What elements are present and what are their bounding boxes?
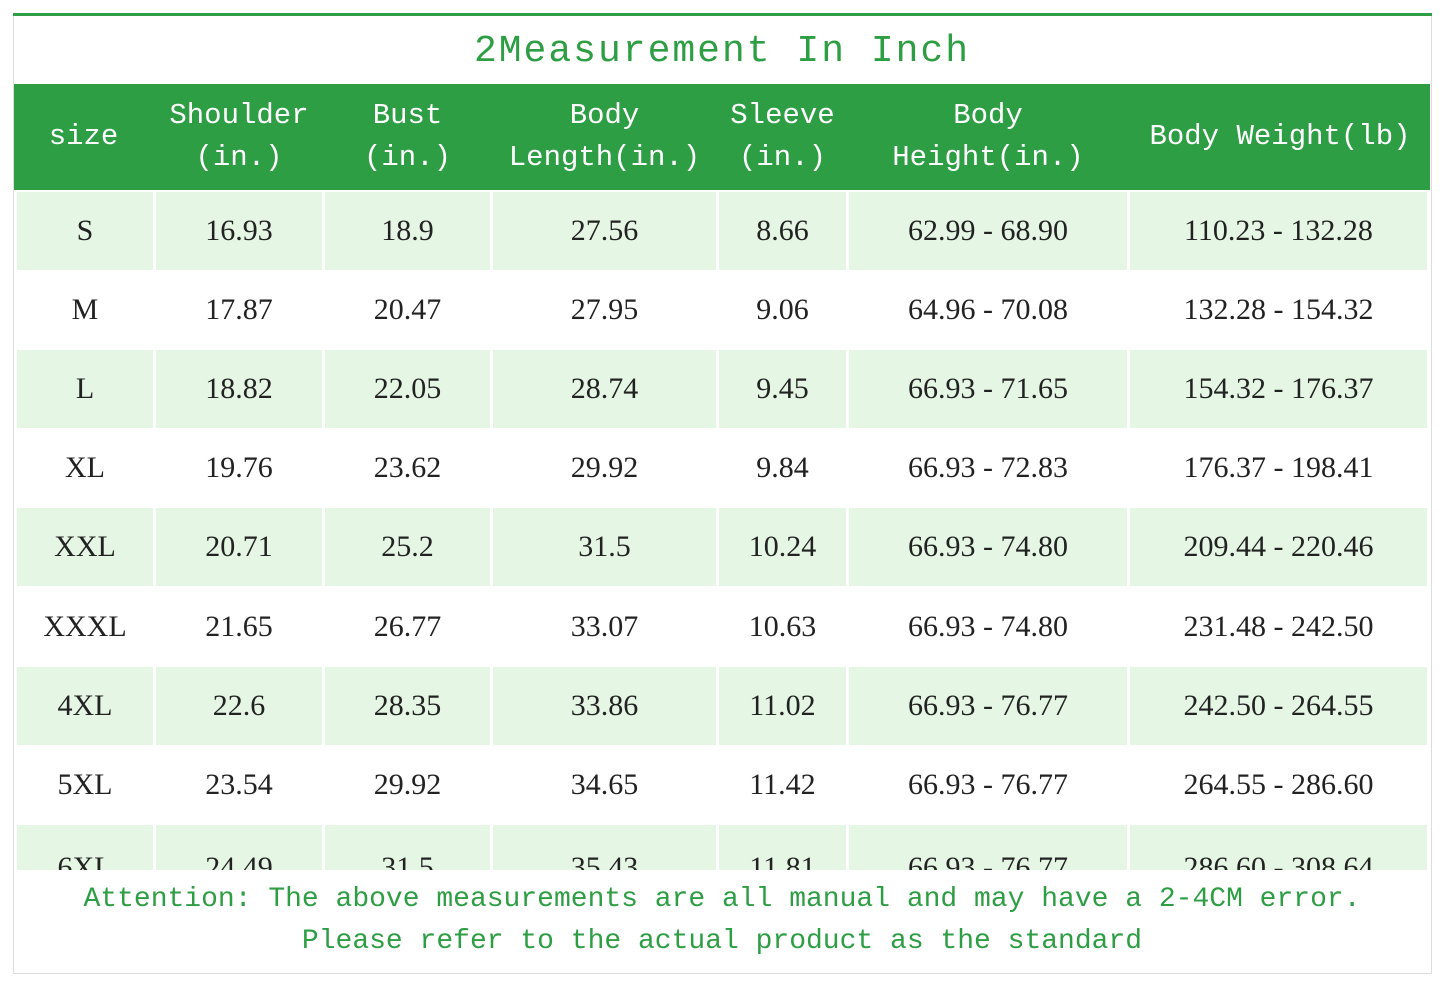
table-cell: 29.92 <box>493 430 716 506</box>
header-cell: size <box>14 84 153 190</box>
table-cell: 22.6 <box>156 667 322 745</box>
table-cell: 23.62 <box>325 430 490 506</box>
table-cell: 110.23 - 132.28 <box>1130 192 1427 270</box>
table-cell: 31.5 <box>325 825 490 870</box>
header-cell: Sleeve (in.) <box>719 84 846 190</box>
header-text: size <box>48 120 119 153</box>
table-cell: 264.55 - 286.60 <box>1130 747 1427 823</box>
table-cell: 66.93 - 74.80 <box>849 588 1127 665</box>
table-cell: XXXL <box>17 588 153 665</box>
table-cell: 21.65 <box>156 588 322 665</box>
table-cell: 18.9 <box>325 192 490 270</box>
table-cell: 18.82 <box>156 350 322 428</box>
table-cell: 20.47 <box>325 272 490 348</box>
table-cell: 22.05 <box>325 350 490 428</box>
table-cell: 28.74 <box>493 350 716 428</box>
table-cell: 17.87 <box>156 272 322 348</box>
table-cell: 9.45 <box>719 350 846 428</box>
footer-line: Please refer to the actual product as th… <box>301 926 1143 957</box>
table-cell: 11.42 <box>719 747 846 823</box>
header-text: Height(in.) <box>892 141 1084 174</box>
table-cell: M <box>17 272 153 348</box>
table-cell: 11.81 <box>719 825 846 870</box>
table-cell: 176.37 - 198.41 <box>1130 430 1427 506</box>
table-cell: 10.63 <box>719 588 846 665</box>
header-text: (in.) <box>738 141 826 174</box>
header-text: (in.) <box>195 141 283 174</box>
table-cell: 16.93 <box>156 192 322 270</box>
header-cell: Body Height(in.) <box>849 84 1127 190</box>
table-cell: 66.93 - 76.77 <box>849 825 1127 870</box>
table-cell: 35.43 <box>493 825 716 870</box>
table-cell: 154.32 - 176.37 <box>1130 350 1427 428</box>
table-cell: 66.93 - 74.80 <box>849 508 1127 586</box>
table-cell: 20.71 <box>156 508 322 586</box>
table-cell: 8.66 <box>719 192 846 270</box>
table-cell: 31.5 <box>493 508 716 586</box>
header-text: Body Weight(lb) <box>1149 120 1411 153</box>
table-cell: 29.92 <box>325 747 490 823</box>
table-cell: XL <box>17 430 153 506</box>
table-cell: 28.35 <box>325 667 490 745</box>
table-cell: 64.96 - 70.08 <box>849 272 1127 348</box>
table-cell: 26.77 <box>325 588 490 665</box>
title: 2Measurement In Inch <box>473 30 971 73</box>
table-cell: 27.56 <box>493 192 716 270</box>
table-cell: 62.99 - 68.90 <box>849 192 1127 270</box>
table-cell: L <box>17 350 153 428</box>
header-cell: Body Length(in.) <box>493 84 716 190</box>
table-cell: 66.93 - 71.65 <box>849 350 1127 428</box>
table-cell: 25.2 <box>325 508 490 586</box>
header-text: Shoulder <box>169 99 309 132</box>
table-cell: 242.50 - 264.55 <box>1130 667 1427 745</box>
table-cell: 23.54 <box>156 747 322 823</box>
table-cell: 231.48 - 242.50 <box>1130 588 1427 665</box>
table-cell: 209.44 - 220.46 <box>1130 508 1427 586</box>
table-cell: 66.93 - 76.77 <box>849 667 1127 745</box>
table-cell: 9.84 <box>719 430 846 506</box>
header-text: (in.) <box>363 141 451 174</box>
table-cell: 286.60 - 308.64 <box>1130 825 1427 870</box>
size-table: size Shoulder (in.) Bust (in.) Body Length(in.… <box>14 84 1430 870</box>
table-cell: 132.28 - 154.32 <box>1130 272 1427 348</box>
table-cell: 19.76 <box>156 430 322 506</box>
table-cell: 10.24 <box>719 508 846 586</box>
header-cell: Bust (in.) <box>325 84 490 190</box>
table-cell: 24.49 <box>156 825 322 870</box>
table-cell: 66.93 - 72.83 <box>849 430 1127 506</box>
table-cell: S <box>17 192 153 270</box>
header-text: Sleeve <box>730 99 835 132</box>
table-cell: 9.06 <box>719 272 846 348</box>
table-cell: 5XL <box>17 747 153 823</box>
table-cell: 33.86 <box>493 667 716 745</box>
table-cell: XXL <box>17 508 153 586</box>
top-rule <box>13 13 1432 16</box>
footer-line: Attention: The above measurements are al… <box>83 884 1361 915</box>
table-cell: 4XL <box>17 667 153 745</box>
header-cell: Body Weight(lb) <box>1130 84 1430 190</box>
header-text: Body <box>953 99 1023 132</box>
header-text: Length(in.) <box>508 141 701 174</box>
table-cell: 27.95 <box>493 272 716 348</box>
table-cell: 66.93 - 76.77 <box>849 747 1127 823</box>
table-cell: 6XL <box>17 825 153 870</box>
table-cell: 11.02 <box>719 667 846 745</box>
header-cell: Shoulder (in.) <box>156 84 322 190</box>
header-text: Body <box>569 99 640 132</box>
table-cell: 34.65 <box>493 747 716 823</box>
header-text: Bust <box>372 99 443 132</box>
table-cell: 33.07 <box>493 588 716 665</box>
